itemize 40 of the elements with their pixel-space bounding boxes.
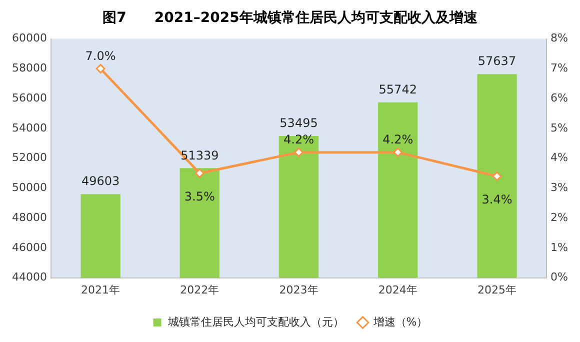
data-label: 4.2% [382,132,414,146]
y2-tick-label: 4% [550,151,568,164]
y2-tick-label: 0% [550,270,568,284]
y2-tick-label: 6% [550,91,568,104]
y2-tick-label: 7% [550,62,568,75]
point [294,148,304,158]
x-tick-label: 2025年 [477,283,516,296]
point [194,168,204,178]
data-label: 53495 [280,116,318,130]
y-tick-label: 50000 [12,181,47,194]
data-label: 57637 [478,54,516,68]
y-tick-label: 44000 [12,270,47,284]
y-tick-label: 56000 [12,91,47,104]
data-label: 7.0% [85,48,116,63]
data-label: 4.2% [284,132,314,146]
point [393,148,403,158]
data-label: 3.5% [184,189,215,204]
y2-tick-label: 3% [550,181,568,194]
x-tick-label: 2022年 [180,283,220,296]
legend-label: 增速（%） [372,315,428,328]
point [492,171,502,181]
y-tick-label: 60000 [12,32,47,45]
legend-label: 城镇常住居民人均可支配收入（元） [166,315,344,328]
x-tick-label: 2024年 [378,283,418,296]
chart-title: 图7 2021–2025年城镇常住居民人均可支配收入及增速 [102,10,478,26]
y2-tick-label: 8% [550,32,568,45]
y2-tick-label: 5% [550,121,568,134]
y2-tick-label: 1% [550,240,568,254]
y-tick-label: 46000 [12,240,47,254]
x-tick-label: 2021年 [81,283,120,296]
y-tick-label: 54000 [12,121,47,134]
data-label: 3.4% [482,192,512,206]
data-label: 55742 [378,82,417,97]
y-tick-label: 48000 [12,210,47,224]
y-tick-label: 58000 [12,62,47,75]
y-tick-label: 52000 [12,151,47,164]
data-label: 49603 [81,174,120,188]
x-tick-label: 2023年 [279,283,318,296]
y2-tick-label: 2% [550,210,568,224]
point [96,64,106,74]
